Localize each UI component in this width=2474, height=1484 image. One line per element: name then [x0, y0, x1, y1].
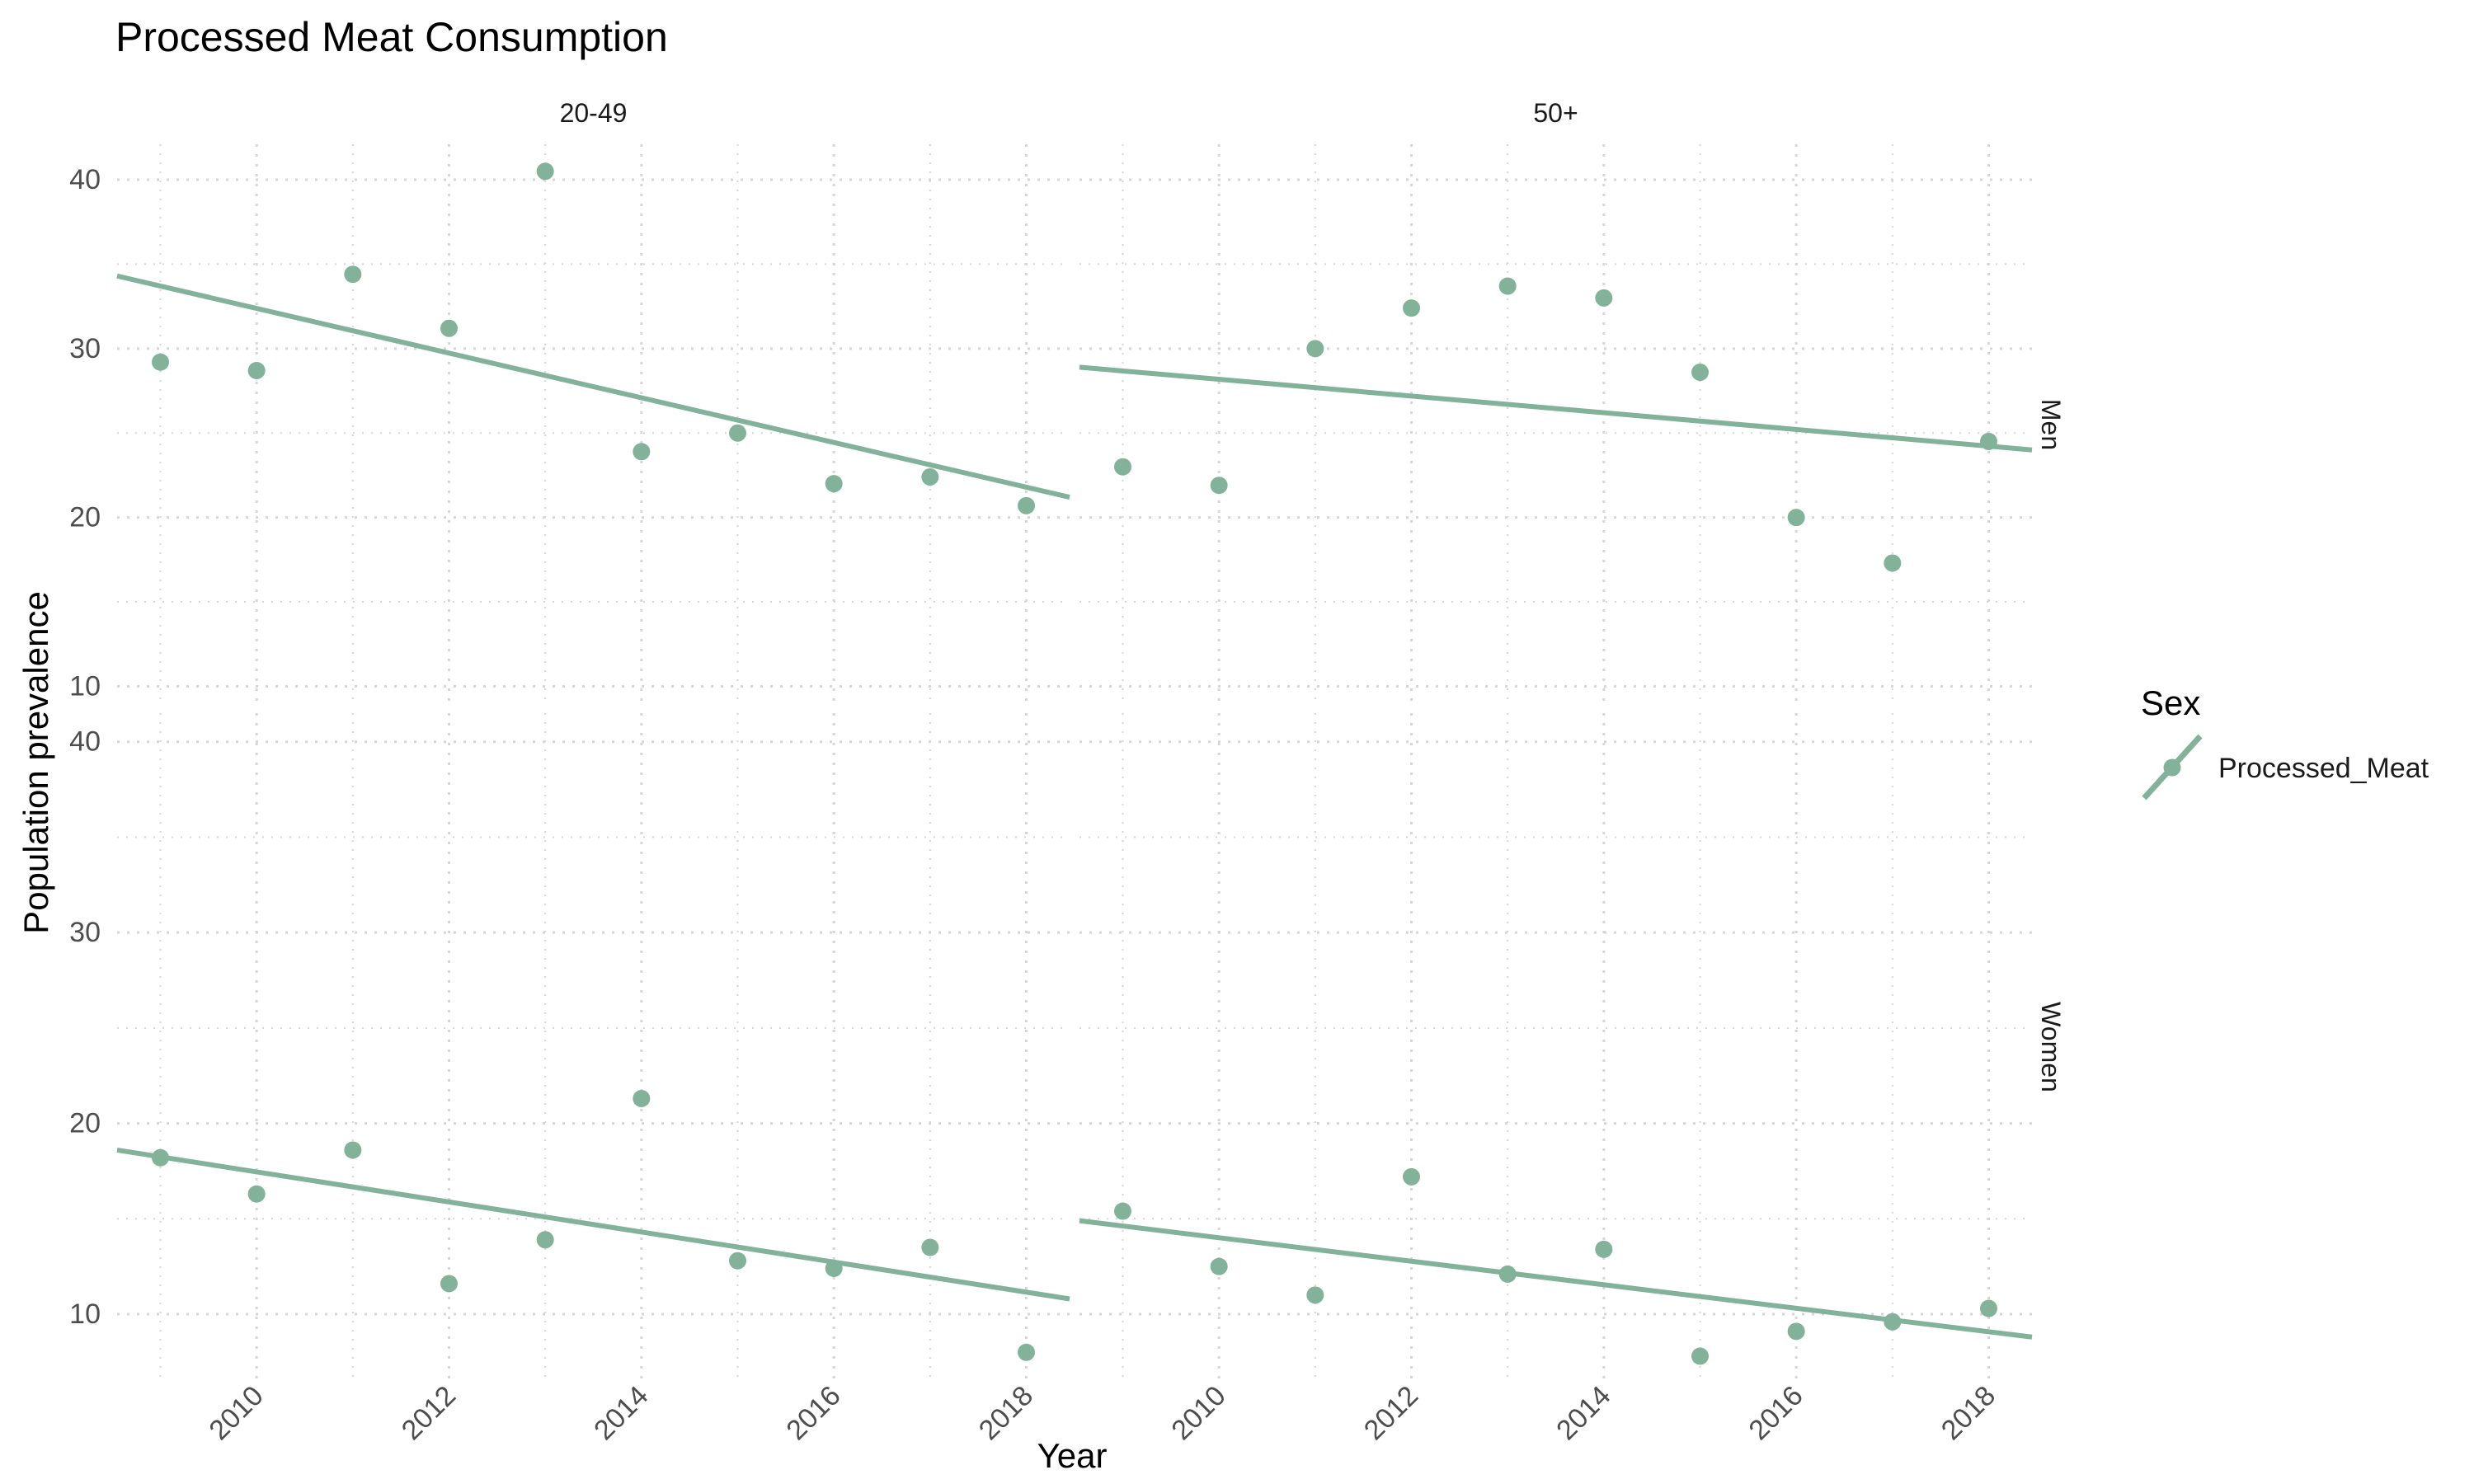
x-tick-label: 2018: [1935, 1380, 2001, 1446]
legend-entry-label: Processed_Meat: [2218, 753, 2429, 784]
data-point: [536, 1231, 554, 1249]
data-point: [1114, 1202, 1131, 1220]
data-point: [536, 162, 554, 181]
data-point: [825, 475, 843, 493]
legend-title: Sex: [2141, 683, 2200, 722]
data-point: [1787, 509, 1805, 527]
y-tick-label: 10: [69, 670, 101, 702]
data-point: [1691, 1347, 1709, 1365]
x-tick-label: 2018: [973, 1380, 1039, 1446]
data-point: [1306, 1286, 1324, 1304]
data-point: [1787, 1322, 1805, 1341]
x-tick-label: 2016: [780, 1380, 846, 1446]
data-point: [1114, 458, 1131, 476]
data-point: [633, 443, 651, 461]
x-tick-label: 2012: [1358, 1380, 1424, 1446]
data-point: [1210, 477, 1228, 495]
legend: Sex Processed_Meat: [2141, 683, 2429, 801]
y-tick-label: 40: [69, 726, 101, 758]
data-point: [152, 1148, 169, 1167]
data-point: [1018, 1343, 1035, 1361]
x-tick-label: 2016: [1743, 1380, 1808, 1446]
data-point: [1691, 364, 1709, 382]
data-point: [1403, 1167, 1420, 1186]
y-tick-label: 30: [69, 917, 101, 948]
x-tick-label: 2012: [396, 1380, 462, 1446]
facet-row-label: Women: [2036, 1002, 2066, 1092]
legend-key-point: [2163, 758, 2181, 777]
data-point: [1595, 1240, 1613, 1258]
facet-row-label: Men: [2036, 399, 2066, 450]
data-point: [921, 467, 939, 486]
facet-column-label: 50+: [1533, 98, 1578, 128]
y-tick-label: 10: [69, 1298, 101, 1330]
data-point: [1210, 1257, 1228, 1275]
trend-line: [116, 273, 1070, 500]
x-tick-label: 2010: [1165, 1380, 1231, 1446]
data-point: [1018, 496, 1035, 514]
x-tick-label: 2010: [203, 1380, 269, 1446]
data-point: [1884, 1313, 1902, 1331]
y-tick-label: 30: [69, 333, 101, 364]
text-layer: Processed Meat Consumption 20-49 50+ Men Wom…: [16, 14, 2066, 1475]
data-point: [1884, 554, 1902, 572]
data-point: [1498, 277, 1517, 295]
trend-line: [1079, 1218, 2033, 1340]
data-point: [1980, 1299, 1997, 1317]
data-point: [344, 265, 362, 284]
data-point: [825, 1259, 843, 1277]
chart-title: Processed Meat Consumption: [115, 14, 668, 60]
data-point: [921, 1238, 939, 1256]
data-point: [1498, 1265, 1517, 1283]
data-point: [440, 1275, 458, 1293]
y-tick-label: 40: [69, 164, 101, 195]
x-tick-label: 2014: [1550, 1380, 1616, 1446]
x-tick-label: 2014: [588, 1380, 654, 1446]
data-point: [1306, 340, 1324, 358]
y-tick-label: 20: [69, 1108, 101, 1139]
data-point: [633, 1089, 651, 1107]
data-point: [729, 1252, 746, 1270]
data-point: [344, 1141, 362, 1159]
x-axis-title: Year: [1037, 1436, 1108, 1475]
trend-line: [1079, 364, 2033, 453]
trend-line: [116, 1148, 1070, 1302]
y-tick-label: 20: [69, 502, 101, 533]
data-point: [1595, 289, 1613, 307]
point-layer: [152, 162, 1997, 1365]
data-point: [247, 361, 266, 379]
data-point: [729, 424, 746, 442]
data-point: [1403, 299, 1420, 317]
data-point: [440, 319, 458, 337]
trend-layer: [116, 273, 2033, 1340]
data-point: [1980, 432, 1997, 450]
data-point: [152, 353, 169, 371]
y-axis-title: Population prevalence: [16, 591, 55, 934]
facet-column-label: 20-49: [560, 98, 628, 128]
data-point: [247, 1185, 266, 1203]
